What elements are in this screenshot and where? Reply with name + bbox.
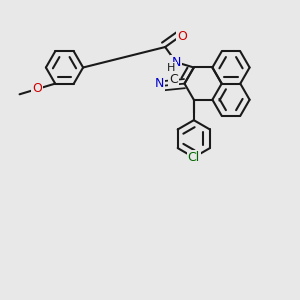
Text: N: N xyxy=(155,77,164,90)
Text: N: N xyxy=(171,56,181,69)
Text: O: O xyxy=(177,30,187,43)
Text: H: H xyxy=(167,63,176,73)
Text: C: C xyxy=(169,73,178,86)
Text: Cl: Cl xyxy=(188,151,200,164)
Text: O: O xyxy=(32,82,42,95)
